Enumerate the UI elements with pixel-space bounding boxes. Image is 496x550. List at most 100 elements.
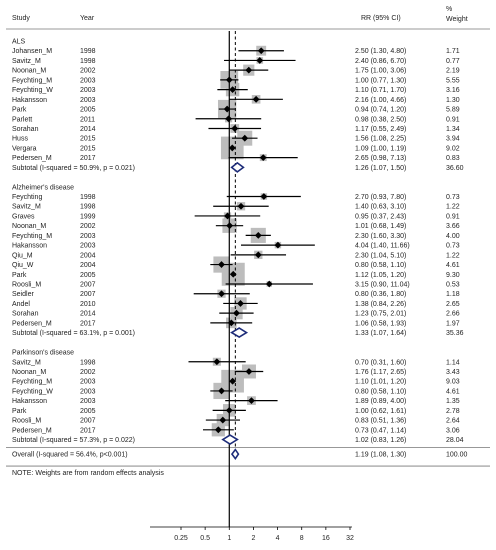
point-estimate <box>245 66 253 74</box>
study-rr-label: 2.30 (1.60, 3.30) <box>355 233 406 240</box>
point-estimate <box>224 212 231 220</box>
study-name: Park <box>12 272 27 279</box>
point-estimate <box>233 309 240 317</box>
x-tick-label: 0.5 <box>200 535 210 542</box>
study-year: 2003 <box>80 77 96 84</box>
study-weight-label: 0.73 <box>446 243 460 250</box>
x-tick-label: 32 <box>346 535 354 542</box>
point-estimate <box>254 251 262 259</box>
study-name: Noonan_M <box>12 369 46 376</box>
study-name: Roosli_M <box>12 282 41 289</box>
point-estimate <box>218 387 225 395</box>
study-weight-label: 5.55 <box>446 77 460 84</box>
study-year: 2007 <box>80 282 96 289</box>
study-name: Noonan_M <box>12 223 46 230</box>
point-estimate <box>213 358 221 366</box>
study-year: 2003 <box>80 398 96 405</box>
study-year: 2011 <box>80 116 95 123</box>
study-year: 2005 <box>80 272 96 279</box>
study-weight-label: 1.97 <box>446 320 460 327</box>
study-weight-label: 5.89 <box>446 107 460 114</box>
point-estimate <box>260 193 268 200</box>
point-estimate <box>225 76 233 84</box>
point-estimate <box>256 57 264 64</box>
study-weight-label: 0.91 <box>446 213 460 220</box>
study-year: 2017 <box>80 155 96 162</box>
study-weight-label: 4.61 <box>446 262 460 269</box>
study-rr-label: 1.09 (1.00, 1.19) <box>355 145 406 152</box>
point-estimate <box>254 232 262 239</box>
header-rr: RR (95% CI) <box>361 15 401 22</box>
header-study: Study <box>12 15 30 22</box>
study-rr-label: 0.98 (0.38, 2.50) <box>355 116 406 123</box>
study-weight-label: 3.94 <box>446 136 460 143</box>
study-year: 2017 <box>80 320 96 327</box>
point-estimate <box>218 290 225 298</box>
study-name: Feychting_W <box>12 388 53 395</box>
study-year: 2003 <box>80 87 96 94</box>
study-weight-label: 1.30 <box>446 97 460 104</box>
study-year: 2007 <box>80 418 96 425</box>
overall-weight-label: 100.00 <box>446 452 468 459</box>
study-year: 2015 <box>80 136 96 143</box>
study-year: 1998 <box>80 359 96 366</box>
point-estimate <box>214 426 222 434</box>
overall-diamond <box>230 448 240 460</box>
study-rr-label: 1.01 (0.68, 1.49) <box>355 223 406 230</box>
point-estimate <box>229 377 237 385</box>
study-rr-label: 0.95 (0.37, 2.43) <box>355 213 406 220</box>
study-name: Andel <box>12 301 30 308</box>
point-estimate <box>241 134 249 142</box>
study-year: 2003 <box>80 97 96 104</box>
study-name: Sorahan <box>12 126 39 133</box>
study-rr-label: 1.00 (0.77, 1.30) <box>355 77 406 84</box>
point-estimate <box>257 47 265 55</box>
study-rr-label: 1.56 (1.08, 2.25) <box>355 136 406 143</box>
note-text: NOTE: Weights are from random effects an… <box>12 470 164 477</box>
study-rr-label: 1.75 (1.00, 3.06) <box>355 68 406 75</box>
study-name: Park <box>12 107 27 114</box>
study-weight-label: 0.53 <box>446 282 460 289</box>
point-estimate <box>237 202 245 210</box>
study-year: 1999 <box>80 213 96 220</box>
study-weight-label: 1.22 <box>446 204 460 211</box>
study-rr-label: 1.00 (0.62, 1.61) <box>355 408 406 415</box>
study-rr-label: 0.83 (0.51, 1.36) <box>355 418 406 425</box>
study-weight-label: 0.91 <box>446 116 460 123</box>
study-year: 2003 <box>80 379 96 386</box>
study-weight-label: 1.18 <box>446 291 460 298</box>
study-rr-label: 3.15 (0.90, 11.04) <box>355 282 410 289</box>
study-name: Pedersen_M <box>12 427 52 434</box>
study-rr-label: 2.30 (1.04, 5.10) <box>355 252 406 259</box>
study-rr-label: 4.04 (1.40, 11.66) <box>355 243 410 250</box>
point-estimate <box>227 319 235 327</box>
x-tick-label: 0.25 <box>174 535 188 542</box>
point-estimate <box>218 261 225 268</box>
study-name: Graves <box>12 213 35 220</box>
overall-label: Overall (I-squared = 56.4%, p<0.001) <box>12 452 128 459</box>
study-year: 2007 <box>80 291 96 298</box>
study-rr-label: 1.89 (0.89, 4.00) <box>355 398 406 405</box>
study-weight-label: 0.73 <box>446 194 460 201</box>
x-tick-label: 1 <box>227 535 231 542</box>
study-weight-label: 2.66 <box>446 311 460 318</box>
study-rr-label: 0.73 (0.47, 1.14) <box>355 427 406 434</box>
x-tick-label: 8 <box>300 535 304 542</box>
study-rr-label: 2.40 (0.86, 6.70) <box>355 58 406 65</box>
point-estimate <box>252 95 260 103</box>
study-weight-label: 9.03 <box>446 379 460 386</box>
study-weight-label: 3.66 <box>446 223 460 230</box>
study-year: 1998 <box>80 48 96 55</box>
subtotal-weight-label: 35.36 <box>446 330 464 337</box>
study-weight-label: 4.00 <box>446 233 460 240</box>
study-year: 2005 <box>80 408 96 415</box>
study-year: 2005 <box>80 107 96 114</box>
study-year: 2004 <box>80 252 96 259</box>
study-rr-label: 0.94 (0.74, 1.20) <box>355 107 406 114</box>
study-name: Parlett <box>12 116 32 123</box>
x-tick-label: 4 <box>276 535 280 542</box>
study-weight-label: 1.22 <box>446 252 460 259</box>
x-tick-label: 2 <box>251 535 255 542</box>
study-weight-label: 2.65 <box>446 301 460 308</box>
